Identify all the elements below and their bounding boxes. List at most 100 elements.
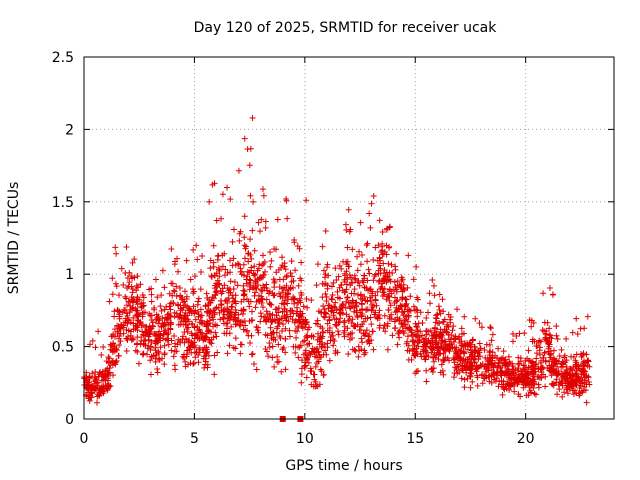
data-point bbox=[95, 389, 102, 396]
data-point bbox=[335, 319, 342, 326]
data-point bbox=[412, 352, 419, 359]
data-point bbox=[355, 277, 362, 284]
data-point bbox=[401, 287, 408, 294]
data-point bbox=[190, 361, 197, 368]
data-point bbox=[459, 330, 466, 337]
data-point bbox=[345, 206, 352, 213]
data-point bbox=[266, 344, 273, 351]
data-point bbox=[224, 299, 231, 306]
data-point bbox=[379, 229, 386, 236]
data-point bbox=[249, 227, 256, 234]
data-point bbox=[521, 365, 528, 372]
data-point bbox=[347, 305, 354, 312]
data-point bbox=[202, 352, 209, 359]
data-point bbox=[415, 333, 422, 340]
data-point bbox=[161, 321, 168, 328]
data-point bbox=[165, 341, 172, 348]
data-point bbox=[326, 357, 333, 364]
data-point bbox=[504, 380, 511, 387]
data-point bbox=[98, 377, 105, 384]
data-point bbox=[274, 359, 281, 366]
data-point bbox=[445, 344, 452, 351]
data-point bbox=[302, 350, 309, 357]
data-point bbox=[368, 200, 375, 207]
data-point bbox=[569, 372, 576, 379]
data-point bbox=[252, 289, 259, 296]
data-point bbox=[391, 294, 398, 301]
data-point bbox=[360, 279, 367, 286]
data-point bbox=[346, 272, 353, 279]
data-point bbox=[430, 365, 437, 372]
data-point bbox=[89, 370, 96, 377]
data-point bbox=[574, 330, 581, 337]
data-point bbox=[279, 346, 286, 353]
data-point bbox=[296, 295, 303, 302]
data-point bbox=[158, 324, 165, 331]
data-point bbox=[273, 312, 280, 319]
data-point bbox=[102, 372, 109, 379]
data-point bbox=[547, 368, 554, 375]
data-point bbox=[539, 327, 546, 334]
data-point bbox=[98, 351, 105, 358]
data-point bbox=[304, 341, 311, 348]
y-axis-label: SRMTID / TECUs bbox=[6, 182, 22, 295]
data-point bbox=[210, 295, 217, 302]
data-point bbox=[231, 312, 238, 319]
data-point bbox=[184, 347, 191, 354]
data-point bbox=[505, 353, 512, 360]
data-point bbox=[368, 321, 375, 328]
data-point bbox=[213, 217, 220, 224]
data-point bbox=[393, 304, 400, 311]
data-point bbox=[174, 268, 181, 275]
data-point bbox=[168, 299, 175, 306]
data-point bbox=[335, 331, 342, 338]
data-point bbox=[152, 276, 159, 283]
data-point bbox=[321, 274, 328, 281]
data-point bbox=[113, 250, 120, 257]
data-point bbox=[319, 329, 326, 336]
data-point bbox=[376, 262, 383, 269]
data-point bbox=[446, 348, 453, 355]
data-point bbox=[455, 363, 462, 370]
data-point bbox=[469, 378, 476, 385]
data-point bbox=[257, 275, 264, 282]
data-point bbox=[549, 291, 556, 298]
data-point bbox=[126, 269, 133, 276]
data-point bbox=[171, 333, 178, 340]
data-point bbox=[333, 322, 340, 329]
data-point bbox=[308, 333, 315, 340]
data-point bbox=[116, 315, 123, 322]
data-point bbox=[294, 243, 301, 250]
data-point bbox=[254, 327, 261, 334]
data-point bbox=[292, 349, 299, 356]
data-point bbox=[214, 253, 221, 260]
data-point bbox=[383, 279, 390, 286]
data-point bbox=[359, 296, 366, 303]
data-point bbox=[393, 288, 400, 295]
data-point bbox=[248, 255, 255, 262]
data-point bbox=[285, 296, 292, 303]
data-point bbox=[385, 260, 392, 267]
data-point bbox=[470, 356, 477, 363]
data-point bbox=[384, 273, 391, 280]
data-point bbox=[330, 342, 337, 349]
data-point bbox=[468, 370, 475, 377]
data-point bbox=[447, 316, 454, 323]
data-point bbox=[537, 366, 544, 373]
data-point bbox=[322, 227, 329, 234]
data-point bbox=[451, 345, 458, 352]
data-point bbox=[433, 312, 440, 319]
data-point bbox=[583, 351, 590, 358]
data-point bbox=[530, 370, 537, 377]
data-point bbox=[481, 375, 488, 382]
data-point bbox=[163, 315, 170, 322]
data-point bbox=[173, 283, 180, 290]
data-point bbox=[127, 303, 134, 310]
data-point bbox=[382, 328, 389, 335]
data-point bbox=[244, 327, 251, 334]
data-point bbox=[206, 198, 213, 205]
data-point bbox=[176, 285, 183, 292]
data-point bbox=[295, 354, 302, 361]
data-point bbox=[182, 358, 189, 365]
data-point bbox=[140, 341, 147, 348]
